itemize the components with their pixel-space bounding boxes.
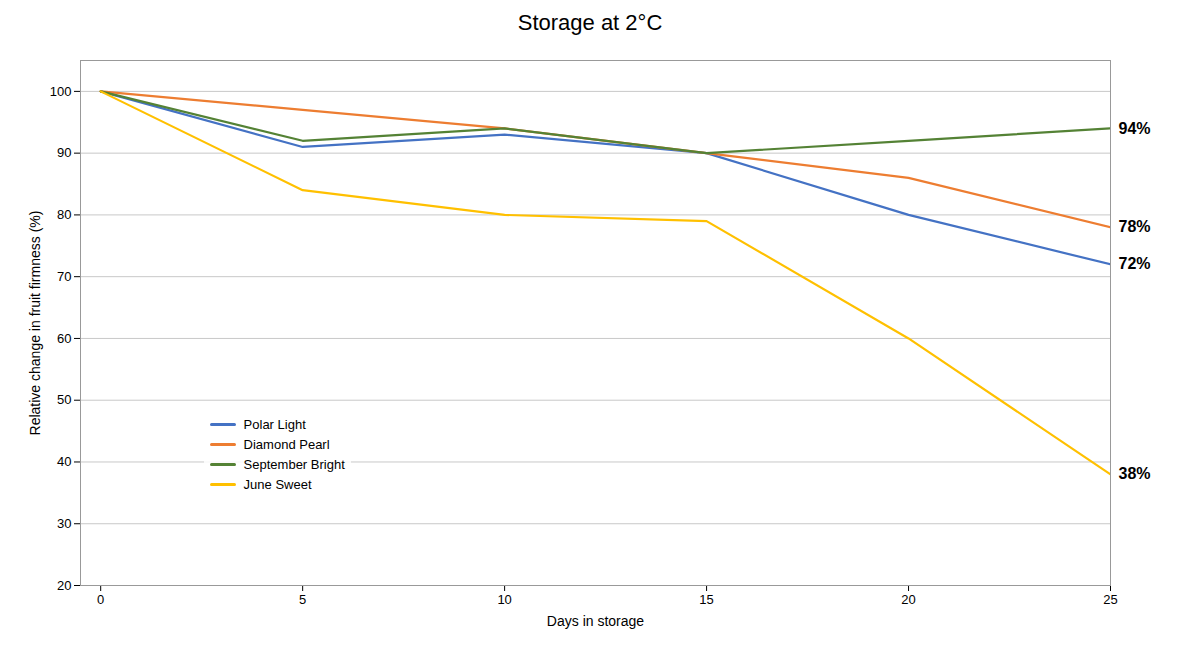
svg-text:25: 25	[1103, 592, 1117, 607]
svg-text:Relative change in fruit firmn: Relative change in fruit firmness (%)	[27, 211, 43, 436]
svg-text:70: 70	[57, 269, 71, 284]
svg-text:40: 40	[57, 454, 71, 469]
svg-text:15: 15	[699, 592, 713, 607]
svg-text:20: 20	[901, 592, 915, 607]
svg-text:100: 100	[50, 84, 72, 99]
svg-text:Days in storage: Days in storage	[547, 613, 644, 629]
svg-text:10: 10	[497, 592, 511, 607]
svg-text:78%: 78%	[1119, 218, 1151, 235]
html-text:Storage at 2°C: Storage at 2°C	[517, 10, 663, 35]
svg-text:5: 5	[299, 592, 306, 607]
svg-text:38%: 38%	[1119, 465, 1151, 482]
html-text:June Sweet: June Sweet	[243, 477, 312, 492]
html-text:Polar Light: Polar Light	[243, 417, 306, 432]
svg-text:60: 60	[57, 331, 71, 346]
svg-text:80: 80	[57, 207, 71, 222]
svg-text:20: 20	[57, 578, 71, 593]
svg-text:30: 30	[57, 516, 71, 531]
html-text:Diamond Pearl: Diamond Pearl	[243, 437, 330, 452]
html-text:September Bright: September Bright	[243, 457, 345, 472]
svg-text:90: 90	[57, 145, 71, 160]
svg-text:0: 0	[97, 592, 104, 607]
svg-text:94%: 94%	[1119, 120, 1151, 137]
svg-text:72%: 72%	[1119, 255, 1151, 272]
svg-text:50: 50	[57, 392, 71, 407]
